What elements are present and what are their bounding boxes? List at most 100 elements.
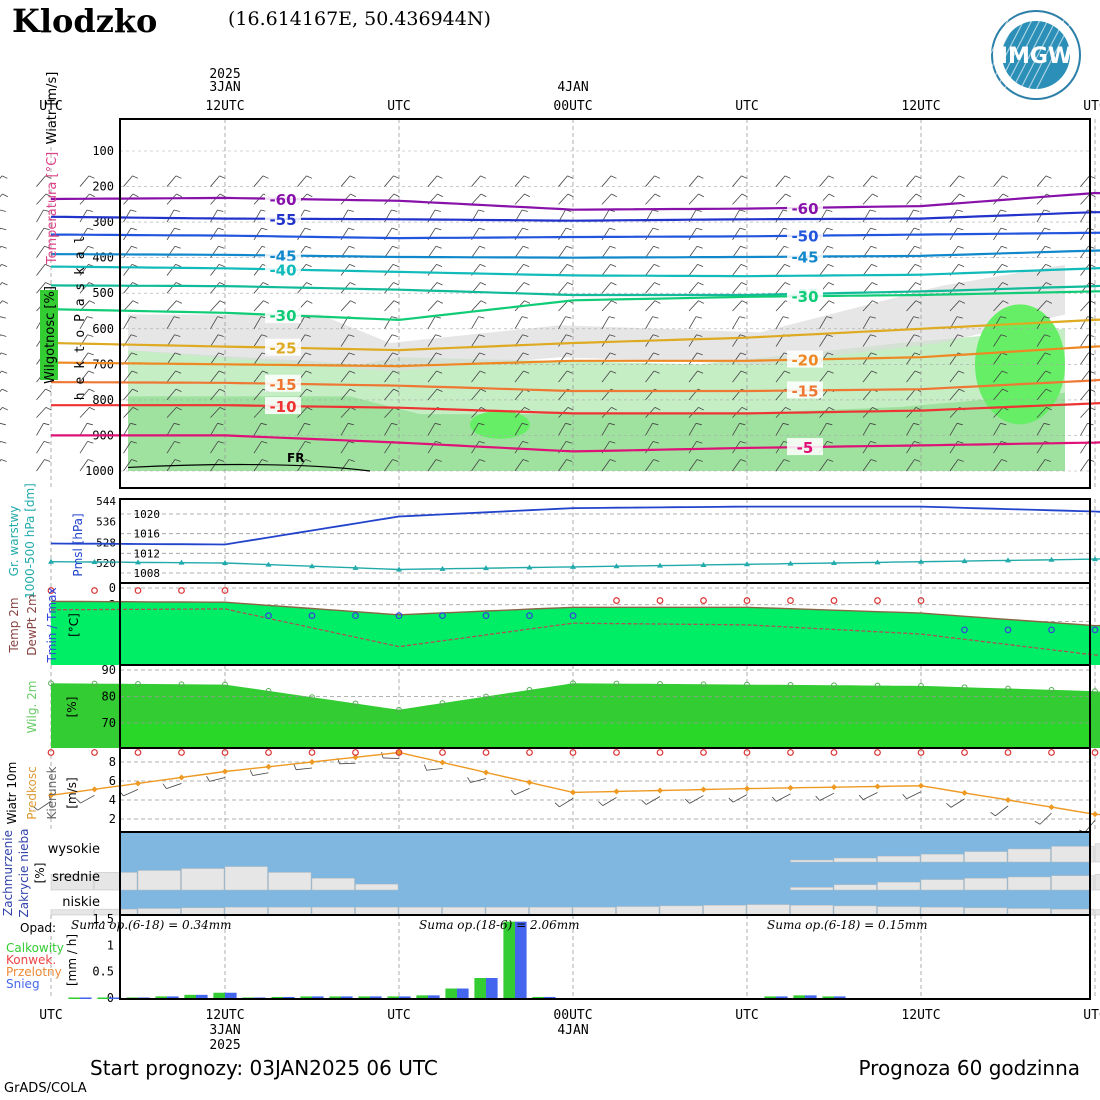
upper-wind-barb	[869, 422, 876, 426]
upper-wind-barb	[175, 175, 182, 179]
isotherm-label: -30	[269, 307, 296, 325]
isotherm-label: -15	[791, 382, 818, 400]
upper-wind-barb	[210, 227, 219, 241]
upper-wind-barb	[688, 334, 697, 347]
upper-wind-barb	[174, 459, 181, 462]
wind-tick-label: 6	[109, 774, 116, 788]
upper-wind-barb	[1080, 407, 1091, 418]
upper-wind-barb	[253, 423, 262, 436]
upper-wind-barb	[819, 175, 829, 187]
upper-wind-barb	[471, 316, 479, 329]
precip-bar-total	[503, 921, 515, 999]
upper-wind-barb	[645, 459, 654, 472]
humidity-side-label: Wilgotnosc [%]	[43, 286, 58, 384]
bottom-year-label: 2025	[209, 1038, 240, 1053]
upper-wind-barb	[131, 245, 138, 249]
upper-wind-barb	[697, 370, 704, 374]
thickness-marker	[483, 565, 489, 571]
upper-wind-barb	[732, 227, 741, 241]
cloud-cell	[877, 855, 921, 863]
upper-wind-barb	[514, 193, 525, 205]
upper-wind-barb	[89, 193, 95, 198]
upper-wind-barb	[695, 209, 702, 212]
surface-wind-barb	[990, 811, 996, 817]
upper-wind-barb	[654, 300, 661, 304]
upper-wind-barb	[1, 282, 8, 286]
isotherm-label-bg	[265, 338, 301, 356]
upper-wind-barb	[436, 370, 443, 374]
humidity-marker	[265, 687, 272, 694]
upper-wind-barb	[993, 388, 1003, 401]
upper-wind-barb	[566, 370, 573, 374]
upper-wind-barb	[688, 423, 697, 436]
upper-wind-barb	[79, 423, 88, 436]
upper-wind-barb	[0, 441, 7, 444]
upper-wind-barb	[958, 282, 965, 286]
surface-wind-barb	[858, 794, 864, 800]
upper-wind-barb	[957, 334, 964, 337]
upper-wind-barb	[88, 370, 95, 374]
upper-wind-barb	[1045, 282, 1052, 286]
cloud-cell	[94, 908, 138, 916]
thickness-marker	[613, 563, 620, 569]
temp-2m-line	[50, 600, 1100, 627]
surface-wind-barb	[554, 802, 560, 808]
upper-wind-barb	[949, 370, 959, 383]
cloud-cell	[398, 906, 442, 916]
top-time-label: 00UTC	[553, 99, 592, 114]
upper-wind-barb	[1000, 209, 1007, 212]
logo-stripe	[971, 19, 1009, 91]
upper-wind-barb	[2, 193, 8, 198]
thickness-tick-label: 528	[96, 536, 116, 549]
cloud-cell	[964, 851, 1008, 863]
isotherm--5	[51, 434, 1100, 453]
upper-wind-barb	[210, 193, 221, 205]
isotherm-label: -60	[269, 191, 296, 209]
tmax-marker	[656, 597, 664, 604]
upper-wind-barb	[1000, 334, 1007, 337]
upper-wind-barb	[0, 245, 7, 249]
upper-wind-barb	[253, 370, 263, 383]
wind-speed-marker	[700, 786, 707, 793]
upper-wind-barb	[36, 282, 46, 294]
upper-wind-barb	[732, 282, 742, 294]
upper-wind-barb	[253, 227, 262, 241]
upper-wind-barb	[565, 316, 572, 319]
logo-stripe	[995, 19, 1033, 91]
wind-speed-marker	[1092, 811, 1098, 818]
upper-wind-barb	[123, 388, 133, 401]
upper-wind-barb	[993, 245, 1002, 258]
wind-gust-marker	[1048, 749, 1055, 756]
upper-wind-barb	[739, 334, 746, 337]
wind-speed-marker	[1005, 797, 1011, 803]
upper-wind-barb	[262, 370, 269, 374]
upper-wind-barb	[210, 441, 219, 454]
upper-wind-barb	[1000, 227, 1007, 231]
surface-wind-barb	[1034, 820, 1041, 825]
upper-wind-barb	[132, 300, 139, 304]
precip-bar-snow	[167, 996, 179, 999]
upper-wind-barb	[478, 441, 485, 444]
upper-wind-barb	[514, 316, 523, 329]
upper-wind-barb	[480, 175, 487, 179]
precip-bar-snow	[341, 996, 353, 999]
upper-wind-barb	[427, 316, 436, 329]
surface-wind-barb	[467, 777, 471, 783]
precip-bar-snow	[225, 992, 237, 999]
upper-wind-barb	[913, 422, 920, 426]
upper-wind-barb	[872, 300, 878, 304]
upper-wind-barb	[601, 370, 611, 383]
precip-bar-snow	[457, 988, 469, 999]
upper-wind-barb	[478, 334, 485, 337]
precip-tick-label: 1	[107, 938, 114, 952]
upper-wind-barb	[739, 209, 746, 212]
thickness-marker	[918, 558, 924, 564]
wind-gust-marker	[482, 749, 490, 756]
upper-wind-barb	[695, 422, 702, 426]
upper-wind-barb	[522, 441, 529, 444]
surface-wind-barb	[641, 800, 647, 805]
surface-wind-barb	[32, 805, 38, 811]
wind-speed-marker	[570, 789, 576, 796]
upper-wind-barb	[123, 282, 133, 294]
